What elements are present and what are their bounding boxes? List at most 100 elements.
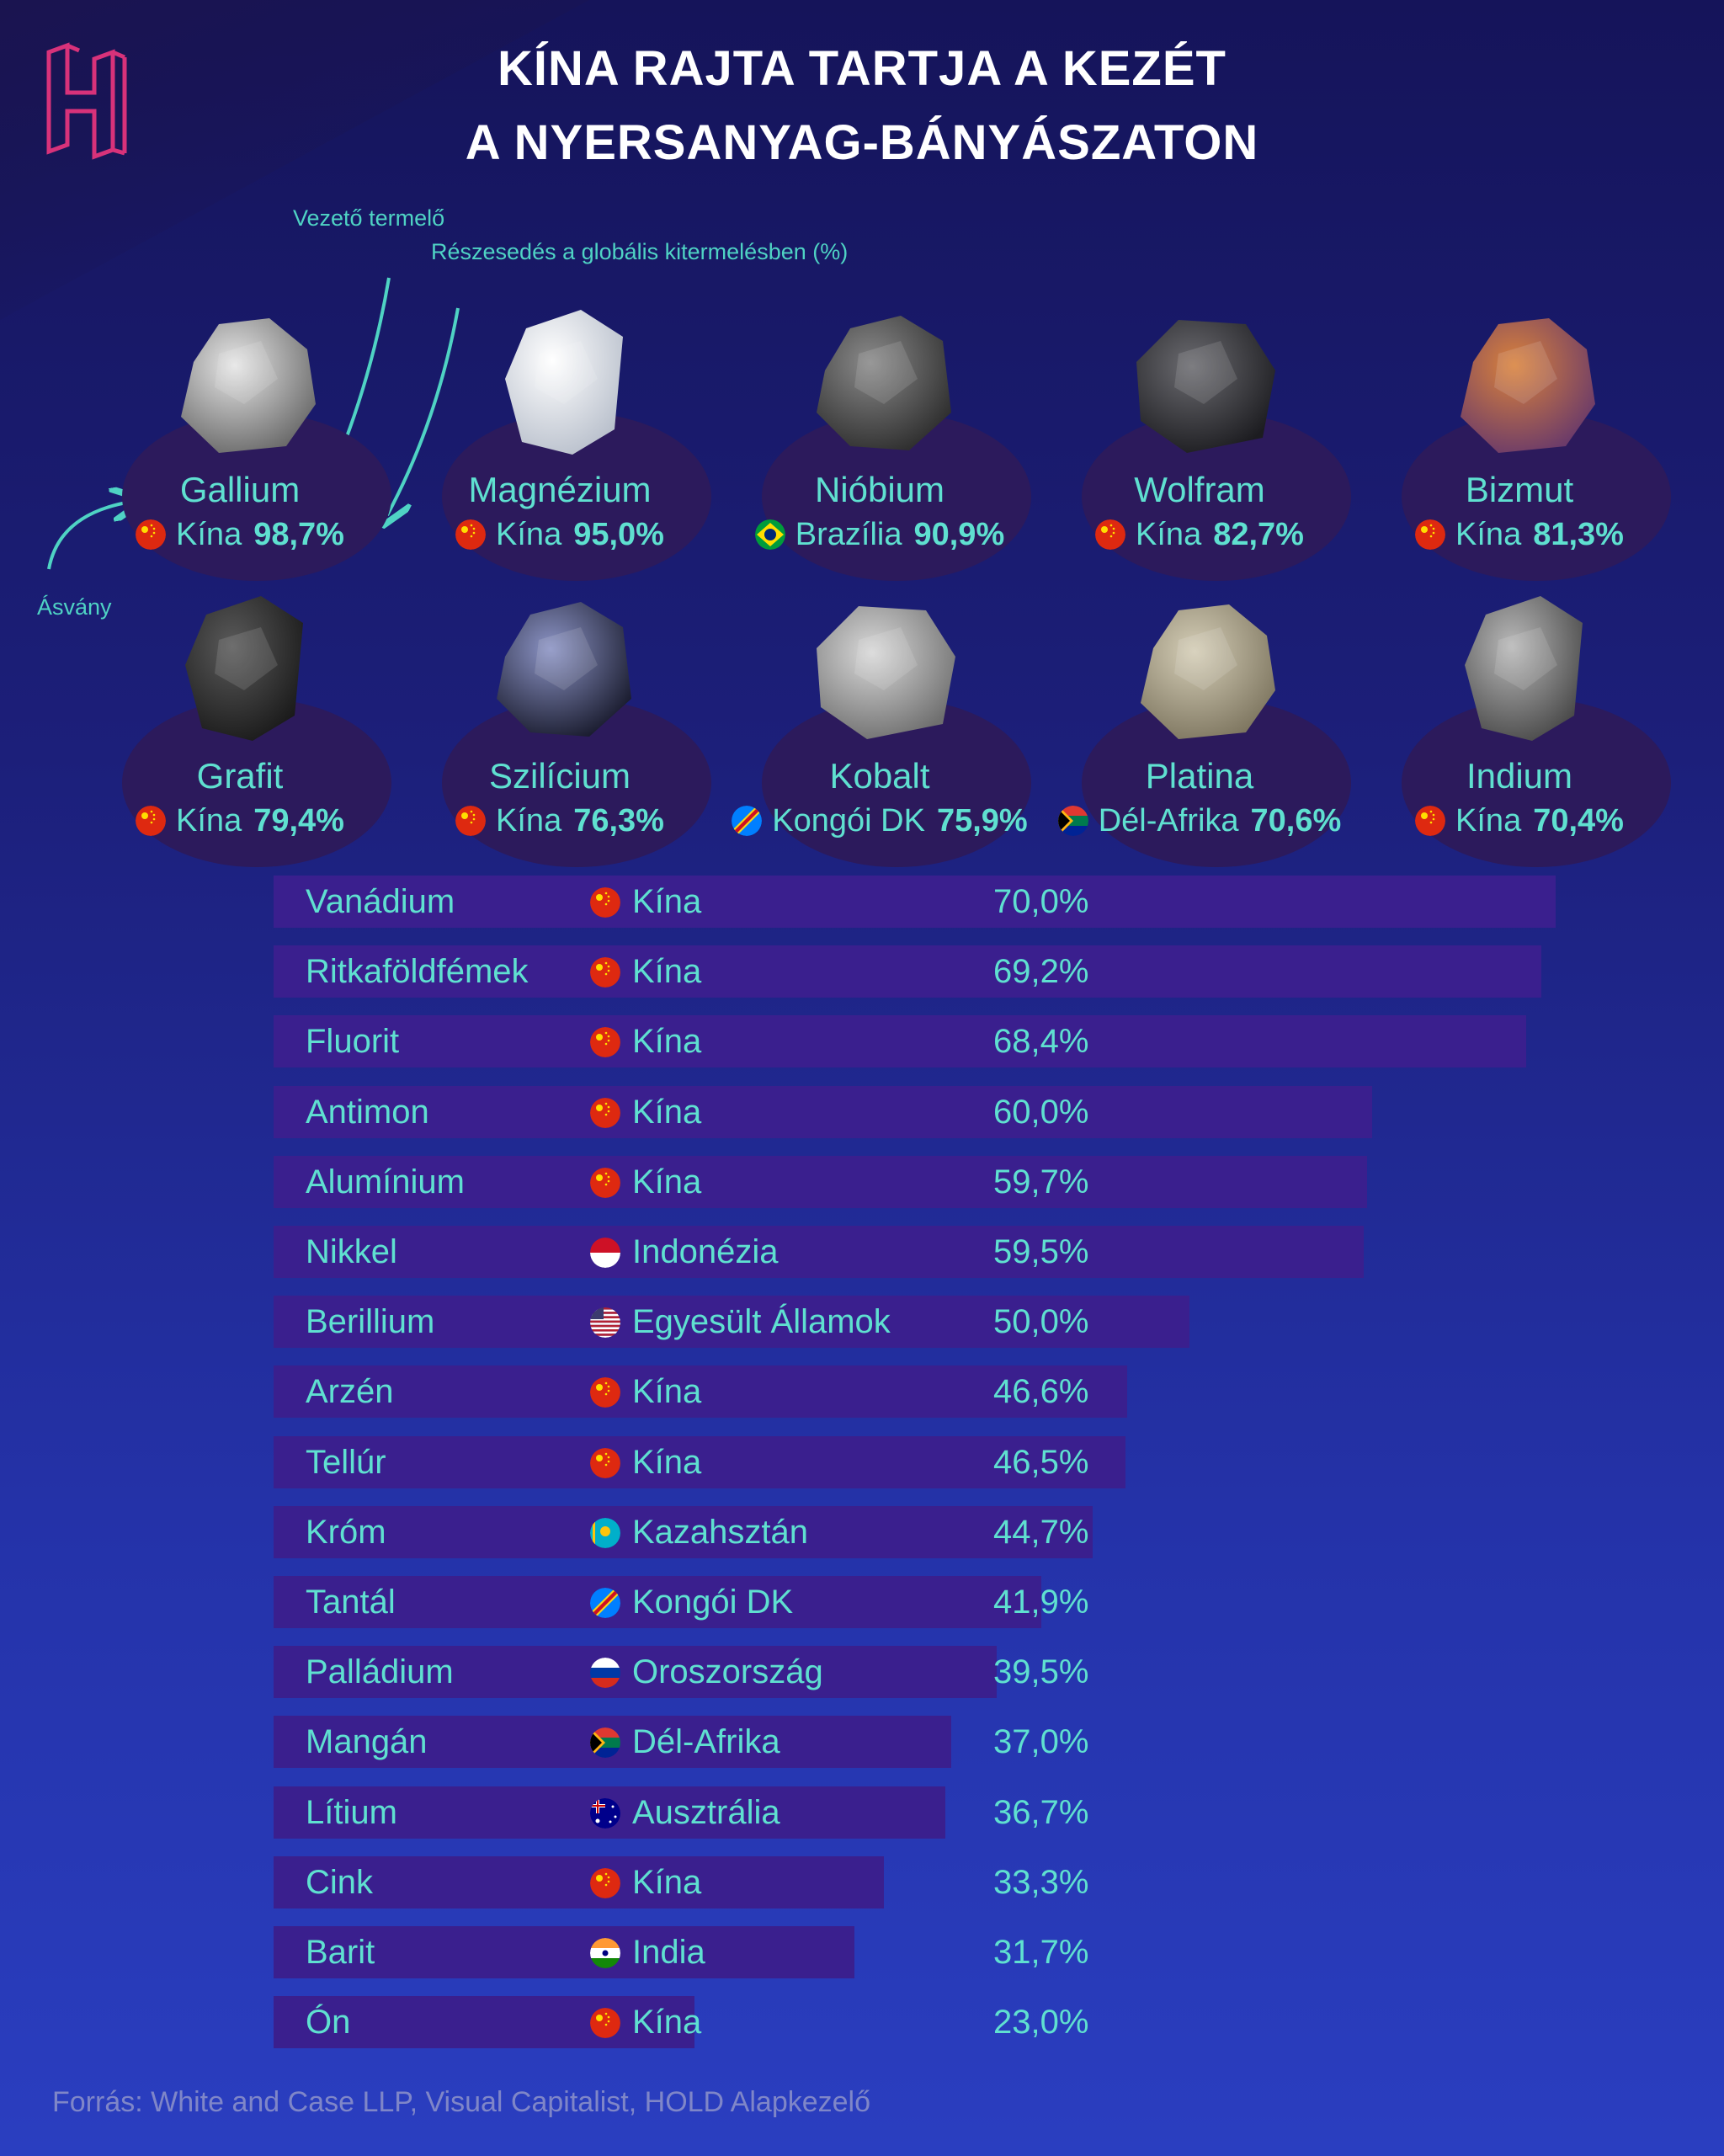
china-flag-icon [1415,806,1446,836]
country-label: Kína [1136,517,1202,552]
country-name: Kazahsztán [632,1514,809,1551]
mineral-stat: Brazília 90,9% [703,517,1056,553]
share-value: 59,7% [993,1163,1089,1200]
country-name: Kína [632,883,702,920]
share-value: 75,9% [936,803,1028,838]
annotation-mineral: Ásvány [37,594,112,620]
mineral-name: Gallium [179,470,301,509]
share-value: 46,5% [993,1444,1089,1481]
country-label: Kína [176,803,242,838]
title-line-1: KÍNA RAJTA TARTJA A KEZÉT [498,41,1226,96]
china-flag-icon [455,519,487,550]
mineral-name: Magnézium [468,470,652,509]
mineral-name: Palládium [306,1653,454,1690]
bar [274,1646,997,1698]
mineral-stat: Kongói DK 75,9% [703,803,1056,839]
country-label: Dél-Afrika [1098,803,1239,838]
country-name: Dél-Afrika [632,1723,780,1760]
china-flag-icon [590,1448,620,1478]
mineral-name: Króm [306,1514,386,1551]
mineral-name: Alumínium [306,1163,465,1200]
south-africa-flag-icon [1057,806,1088,836]
arrow-to-share [387,307,460,515]
mineral-rock-image [1465,596,1583,741]
share-value: 39,5% [993,1653,1089,1690]
country-label: Kína [496,517,562,552]
mineral-stat: Kína 95,0% [383,517,737,553]
country-label: Kína [590,1856,701,1908]
country-label: Kongói DK [772,803,925,838]
kazakhstan-flag-icon [590,1518,620,1548]
bar [274,1365,1127,1418]
china-flag-icon [590,887,620,918]
china-flag-icon [590,1868,620,1898]
annotation-share: Részesedés a globális kitermelésben (%) [431,239,849,264]
share-value: 82,7% [1213,517,1304,552]
drc-flag-icon [732,806,763,836]
source-note: Forrás: White and Case LLP, Visual Capit… [52,2086,871,2118]
bar [274,1015,1526,1067]
mineral-name: Bizmut [1465,470,1574,509]
drc-flag-icon [590,1588,620,1618]
brazil-flag-icon [754,519,785,550]
country-label: Indonézia [590,1226,778,1278]
country-name: Oroszország [632,1653,823,1690]
bar [274,1506,1093,1558]
country-label: Egyesült Államok [590,1296,891,1348]
country-label: Kína [1455,517,1522,552]
share-value: 23,0% [993,2004,1089,2041]
share-value: 69,2% [993,953,1089,990]
china-flag-icon [136,806,167,836]
country-label: Kína [1455,803,1522,838]
country-name: Kína [632,1163,702,1200]
mineral-name: Barit [306,1934,375,1971]
mineral-name: Nikkel [306,1233,397,1270]
country-label: Kína [590,1156,701,1208]
mineral-name: Wolfram [1134,470,1265,509]
country-name: Kína [632,1373,702,1410]
china-flag-icon [590,1168,620,1198]
mineral-stat: Kína 76,3% [383,803,737,839]
mineral-card: Indium Kína 70,4% [1360,589,1679,876]
share-value: 59,5% [993,1233,1089,1270]
mineral-name: Nióbium [814,470,945,509]
mineral-name: Ritkaföldfémek [306,953,529,990]
mineral-rock-image [505,310,623,455]
country-label: Kína [590,1086,701,1138]
mineral-rock-image [497,602,631,737]
south-africa-flag-icon [590,1727,620,1758]
bar [274,1576,1041,1628]
share-value: 33,3% [993,1864,1089,1901]
mineral-name: Fluorit [306,1023,400,1060]
country-name: Kongói DK [632,1584,794,1621]
china-flag-icon [136,519,167,550]
mineral-name: Szilícium [488,756,631,796]
mineral-stat: Kína 82,7% [1023,517,1376,553]
country-label: Kína [590,1996,701,2048]
china-flag-icon [455,806,487,836]
country-name: Ausztrália [632,1794,780,1831]
mineral-stat: Kína 70,4% [1343,803,1696,839]
share-value: 60,0% [993,1094,1089,1131]
country-label: Kína [496,803,562,838]
mineral-name: Kobalt [829,756,930,796]
mineral-card: Bizmut Kína 81,3% [1360,303,1679,589]
usa-flag-icon [590,1307,620,1338]
mineral-card: Grafit Kína 79,4% [80,589,400,876]
mineral-rock-image [1136,320,1275,453]
country-name: India [632,1934,705,1971]
china-flag-icon [590,2008,620,2038]
mineral-rock-image [817,316,951,450]
china-flag-icon [590,1377,620,1408]
share-value: 31,7% [993,1934,1089,1971]
country-name: Kína [632,1864,702,1901]
mineral-card: Kobalt Kongói DK 75,9% [720,589,1040,876]
china-flag-icon [1415,519,1446,550]
australia-flag-icon [590,1798,620,1829]
china-flag-icon [1095,519,1126,550]
mineral-name: Vanádium [306,883,455,920]
country-name: Kína [632,1444,702,1481]
bar [274,1156,1367,1208]
mineral-rock-image [181,318,316,453]
share-value: 70,6% [1250,803,1342,838]
